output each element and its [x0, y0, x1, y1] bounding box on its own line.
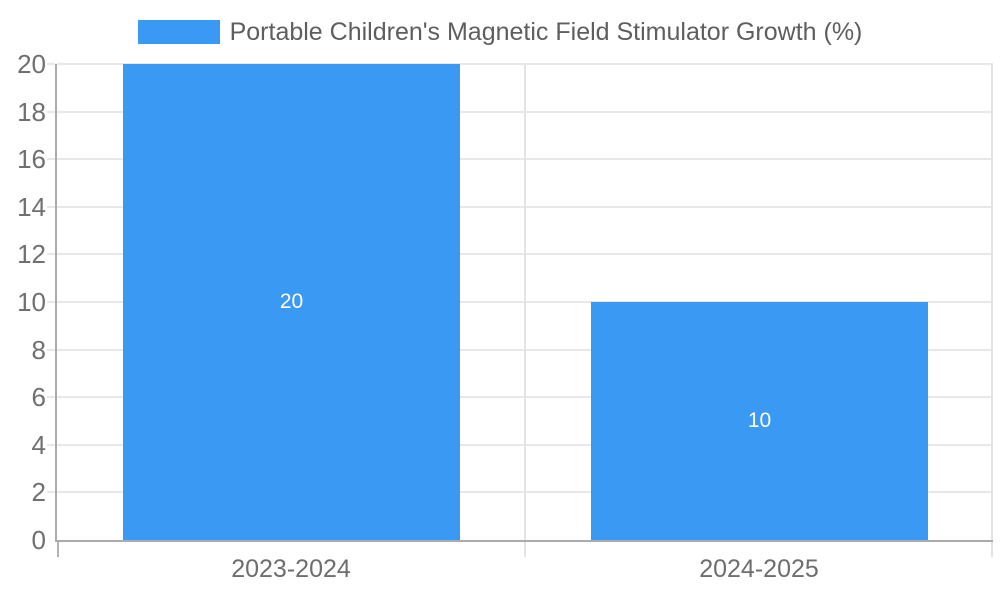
x-category-label: 2023-2024	[231, 555, 351, 583]
x-tick-mark	[524, 540, 526, 557]
y-tick-mark	[47, 206, 55, 208]
y-tick-mark	[47, 396, 55, 398]
y-axis-line	[55, 64, 57, 542]
y-tick-mark	[47, 111, 55, 113]
y-tick-label: 14	[17, 192, 46, 222]
legend-swatch	[137, 20, 220, 44]
bar: 10	[591, 302, 928, 540]
y-tick-mark	[47, 444, 55, 446]
plot-area: 20 10	[47, 63, 993, 557]
bar: 20	[123, 64, 460, 540]
x-tick-mark	[991, 540, 993, 557]
y-tick-label: 12	[17, 239, 46, 269]
y-tick-mark	[47, 63, 55, 65]
legend: Portable Children's Magnetic Field Stimu…	[0, 17, 1000, 47]
y-tick-label: 8	[31, 335, 46, 365]
category-boundary-line	[524, 64, 526, 540]
y-tick-label: 4	[31, 430, 46, 460]
y-tick-mark	[47, 301, 55, 303]
y-tick-label: 2	[31, 477, 46, 507]
y-tick-label: 20	[17, 49, 46, 79]
y-tick-label: 16	[17, 144, 46, 174]
x-tick-mark	[57, 540, 59, 557]
y-tick-mark	[47, 253, 55, 255]
y-tick-label: 18	[17, 97, 46, 127]
y-tick-label: 0	[31, 525, 46, 555]
bar-value-label: 20	[279, 290, 304, 313]
y-tick-mark	[47, 491, 55, 493]
y-tick-mark	[47, 349, 55, 351]
y-axis-labels: 0 2 4 6 8 10 12 14 16 18 20	[0, 49, 46, 555]
bar-value-label: 10	[747, 409, 772, 432]
legend-label: Portable Children's Magnetic Field Stimu…	[229, 18, 863, 46]
y-tick-label: 6	[31, 382, 46, 412]
x-axis-labels: 2023-2024 2024-2025	[57, 552, 993, 592]
x-axis-line	[55, 540, 993, 542]
plot-right-border	[991, 64, 993, 540]
y-tick-mark	[47, 158, 55, 160]
y-tick-label: 10	[17, 287, 46, 317]
x-category-label: 2024-2025	[699, 555, 819, 583]
